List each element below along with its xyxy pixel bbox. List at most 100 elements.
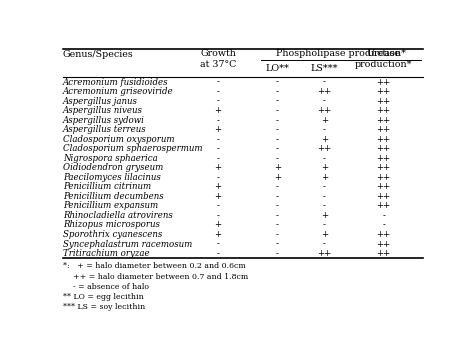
Text: ++: ++ bbox=[376, 192, 391, 201]
Text: -: - bbox=[276, 183, 279, 191]
Text: ++: ++ bbox=[376, 249, 391, 258]
Text: -: - bbox=[276, 115, 279, 125]
Text: Tritirachium oryzae: Tritirachium oryzae bbox=[63, 249, 150, 258]
Text: Acremonium fusidioides: Acremonium fusidioides bbox=[63, 78, 168, 86]
Text: -: - bbox=[217, 87, 219, 96]
Text: -: - bbox=[276, 249, 279, 258]
Text: -: - bbox=[276, 135, 279, 144]
Text: *** LS = soy lecithin: *** LS = soy lecithin bbox=[63, 304, 145, 311]
Text: ++: ++ bbox=[376, 135, 391, 144]
Text: -: - bbox=[323, 239, 326, 249]
Text: Acremonium griseoviride: Acremonium griseoviride bbox=[63, 87, 173, 96]
Text: -: - bbox=[323, 125, 326, 134]
Text: -: - bbox=[217, 211, 219, 220]
Text: +: + bbox=[215, 183, 222, 191]
Text: -: - bbox=[217, 249, 219, 258]
Text: -: - bbox=[276, 201, 279, 210]
Text: +: + bbox=[215, 230, 222, 239]
Text: Rhinocladiella atrovirens: Rhinocladiella atrovirens bbox=[63, 211, 173, 220]
Text: -: - bbox=[276, 144, 279, 153]
Text: LO**: LO** bbox=[265, 64, 289, 73]
Text: +: + bbox=[274, 163, 281, 172]
Text: Penicillium citrinum: Penicillium citrinum bbox=[63, 183, 151, 191]
Text: Oidiodendron gryseum: Oidiodendron gryseum bbox=[63, 163, 163, 172]
Text: ++: ++ bbox=[376, 230, 391, 239]
Text: -: - bbox=[323, 183, 326, 191]
Text: -: - bbox=[217, 201, 219, 210]
Text: ++ = halo diameter between 0.7 and 1.8cm: ++ = halo diameter between 0.7 and 1.8cm bbox=[63, 273, 248, 281]
Text: ++: ++ bbox=[376, 97, 391, 106]
Text: Growth
at 37°C: Growth at 37°C bbox=[200, 49, 236, 69]
Text: ++: ++ bbox=[376, 183, 391, 191]
Text: -: - bbox=[323, 192, 326, 201]
Text: -: - bbox=[323, 201, 326, 210]
Text: +: + bbox=[215, 192, 222, 201]
Text: Rhizopus microsporus: Rhizopus microsporus bbox=[63, 220, 160, 230]
Text: Phospholipase production*: Phospholipase production* bbox=[276, 49, 406, 58]
Text: +: + bbox=[215, 220, 222, 230]
Text: ++: ++ bbox=[376, 87, 391, 96]
Text: Aspergillus niveus: Aspergillus niveus bbox=[63, 106, 143, 115]
Text: +: + bbox=[320, 173, 328, 182]
Text: -: - bbox=[217, 97, 219, 106]
Text: ++: ++ bbox=[376, 173, 391, 182]
Text: -: - bbox=[276, 87, 279, 96]
Text: -: - bbox=[217, 239, 219, 249]
Text: +: + bbox=[320, 211, 328, 220]
Text: +: + bbox=[320, 163, 328, 172]
Text: ++: ++ bbox=[376, 154, 391, 163]
Text: +: + bbox=[215, 106, 222, 115]
Text: +: + bbox=[320, 115, 328, 125]
Text: ++: ++ bbox=[376, 163, 391, 172]
Text: +: + bbox=[215, 125, 222, 134]
Text: ++: ++ bbox=[376, 201, 391, 210]
Text: -: - bbox=[276, 78, 279, 86]
Text: LS***: LS*** bbox=[310, 64, 338, 73]
Text: -: - bbox=[323, 154, 326, 163]
Text: -: - bbox=[217, 173, 219, 182]
Text: -: - bbox=[323, 220, 326, 230]
Text: -: - bbox=[217, 154, 219, 163]
Text: -: - bbox=[217, 115, 219, 125]
Text: ** LO = egg lecithin: ** LO = egg lecithin bbox=[63, 293, 144, 301]
Text: ++: ++ bbox=[376, 78, 391, 86]
Text: -: - bbox=[382, 211, 385, 220]
Text: +: + bbox=[320, 230, 328, 239]
Text: -: - bbox=[276, 125, 279, 134]
Text: ++: ++ bbox=[376, 106, 391, 115]
Text: ++: ++ bbox=[317, 144, 331, 153]
Text: Aspergillus janus: Aspergillus janus bbox=[63, 97, 138, 106]
Text: -: - bbox=[217, 135, 219, 144]
Text: Penicillium decumbens: Penicillium decumbens bbox=[63, 192, 164, 201]
Text: +: + bbox=[274, 173, 281, 182]
Text: -: - bbox=[217, 78, 219, 86]
Text: -: - bbox=[276, 230, 279, 239]
Text: -: - bbox=[276, 220, 279, 230]
Text: -: - bbox=[217, 144, 219, 153]
Text: Sporothrix cyanescens: Sporothrix cyanescens bbox=[63, 230, 162, 239]
Text: Syncephalastrum racemosum: Syncephalastrum racemosum bbox=[63, 239, 192, 249]
Text: Cladosporium oxysporum: Cladosporium oxysporum bbox=[63, 135, 174, 144]
Text: +: + bbox=[215, 163, 222, 172]
Text: *:   + = halo diameter between 0.2 and 0.6cm: *: + = halo diameter between 0.2 and 0.6… bbox=[63, 263, 246, 270]
Text: Aspergillus sydowi: Aspergillus sydowi bbox=[63, 115, 145, 125]
Text: ++: ++ bbox=[376, 239, 391, 249]
Text: Paecilomyces lilacinus: Paecilomyces lilacinus bbox=[63, 173, 161, 182]
Text: -: - bbox=[276, 239, 279, 249]
Text: Aspergillus terreus: Aspergillus terreus bbox=[63, 125, 146, 134]
Text: ++: ++ bbox=[317, 87, 331, 96]
Text: ++: ++ bbox=[317, 249, 331, 258]
Text: - = absence of halo: - = absence of halo bbox=[63, 283, 149, 291]
Text: ++: ++ bbox=[376, 144, 391, 153]
Text: Nigrospora sphaerica: Nigrospora sphaerica bbox=[63, 154, 158, 163]
Text: Cladosporium sphaerospermum: Cladosporium sphaerospermum bbox=[63, 144, 202, 153]
Text: Genus/Species: Genus/Species bbox=[63, 50, 134, 59]
Text: ++: ++ bbox=[376, 125, 391, 134]
Text: Urease
production*: Urease production* bbox=[355, 49, 412, 69]
Text: -: - bbox=[323, 78, 326, 86]
Text: -: - bbox=[276, 97, 279, 106]
Text: -: - bbox=[276, 106, 279, 115]
Text: -: - bbox=[276, 192, 279, 201]
Text: ++: ++ bbox=[317, 106, 331, 115]
Text: Penicillium expansum: Penicillium expansum bbox=[63, 201, 158, 210]
